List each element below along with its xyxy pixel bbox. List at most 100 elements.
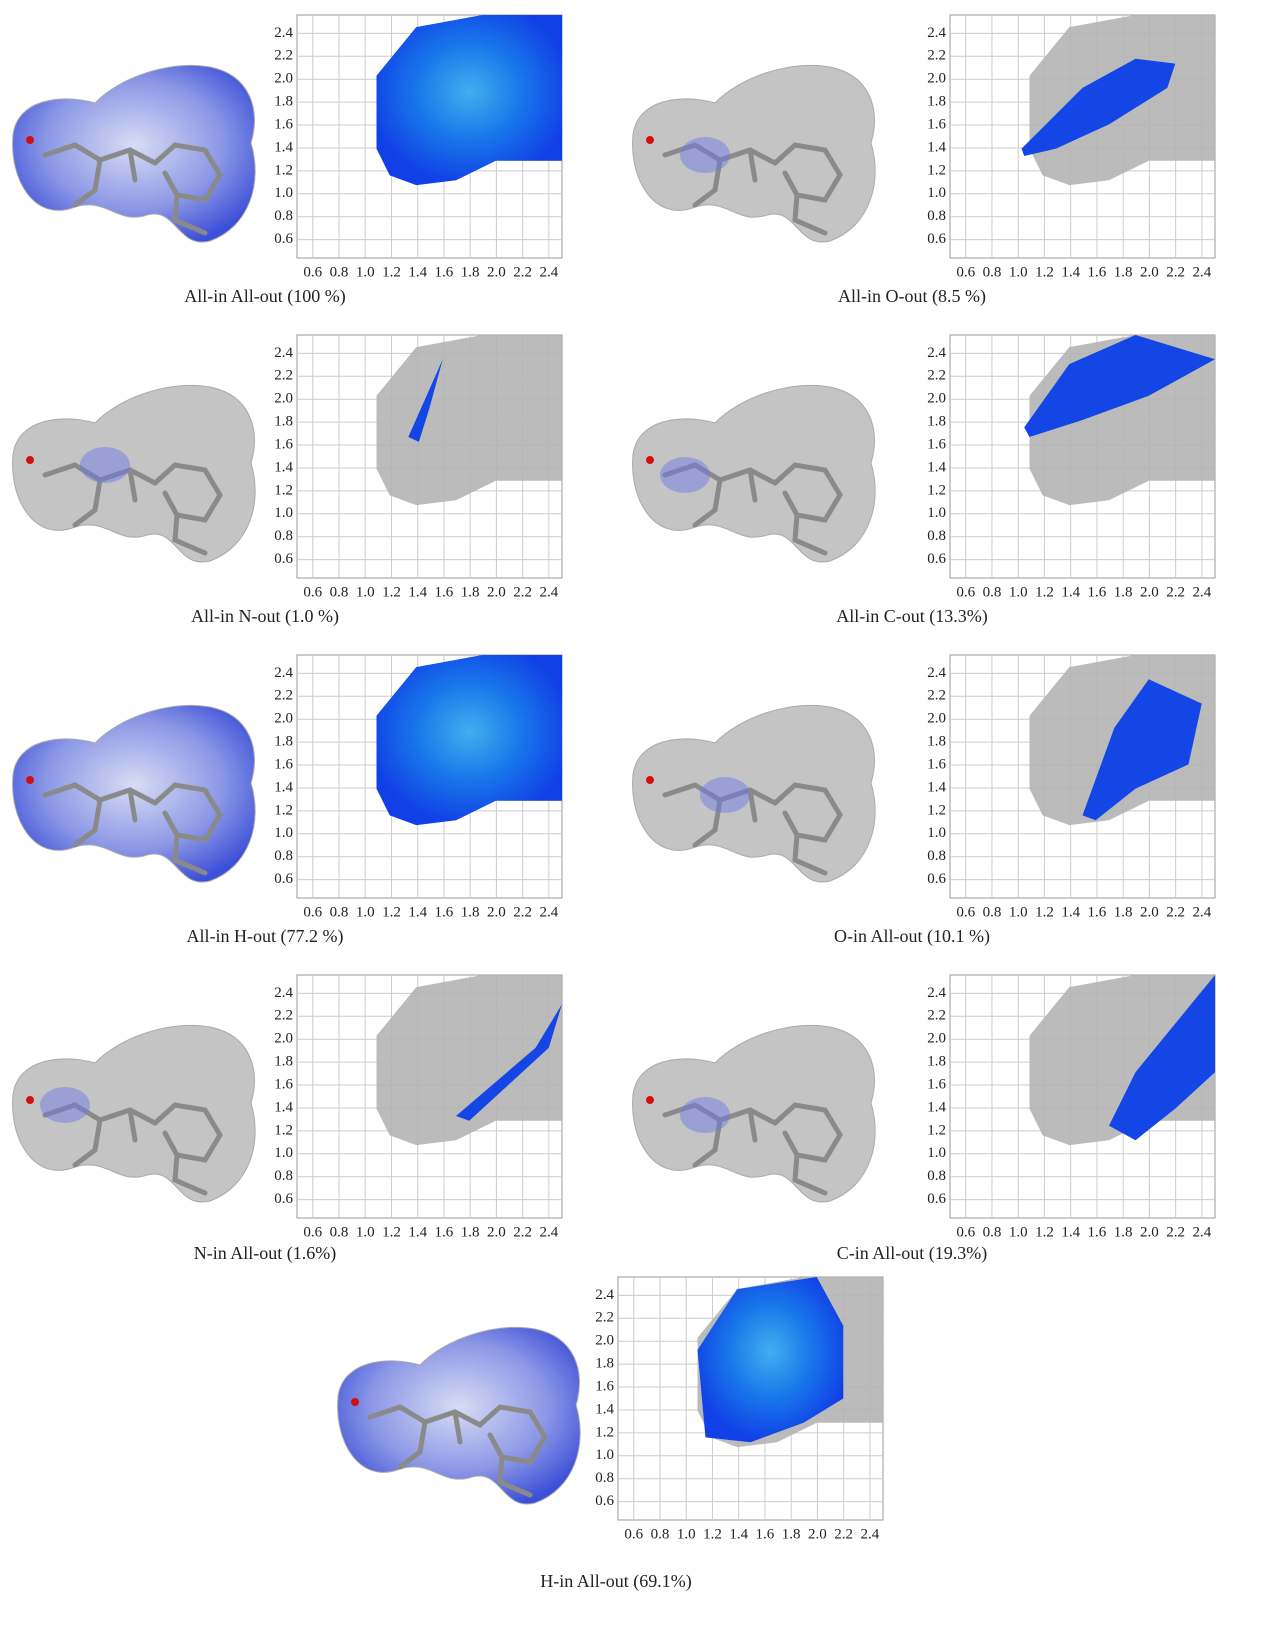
x-tick-label: 0.8 xyxy=(330,904,349,920)
y-tick-label: 1.2 xyxy=(274,162,293,178)
x-tick-label: 1.8 xyxy=(1114,1224,1133,1240)
y-tick-label: 0.6 xyxy=(927,551,946,567)
y-tick-label: 2.0 xyxy=(927,711,946,727)
y-tick-label: 1.0 xyxy=(274,185,293,201)
x-tick-label: 1.2 xyxy=(382,584,401,600)
y-tick-label: 0.6 xyxy=(927,871,946,887)
x-tick-label: 0.8 xyxy=(983,1224,1002,1240)
x-tick-label: 1.8 xyxy=(461,904,480,920)
caption: O-in All-out (10.1 %) xyxy=(834,926,990,947)
caption: C-in All-out (19.3%) xyxy=(837,1243,988,1264)
x-tick-label: 0.6 xyxy=(303,584,322,600)
x-tick-label: 2.0 xyxy=(1140,904,1159,920)
y-tick-label: 2.0 xyxy=(274,71,293,87)
x-tick-label: 2.4 xyxy=(861,1526,880,1542)
x-tick-label: 0.6 xyxy=(956,584,975,600)
x-tick-label: 2.4 xyxy=(540,584,559,600)
x-tick-label: 1.4 xyxy=(408,264,427,280)
y-tick-label: 2.4 xyxy=(274,345,293,361)
x-tick-label: 1.2 xyxy=(382,904,401,920)
y-tick-label: 2.4 xyxy=(927,665,946,681)
x-tick-label: 1.4 xyxy=(1061,904,1080,920)
x-tick-label: 1.6 xyxy=(1088,1224,1107,1240)
y-tick-label: 1.2 xyxy=(927,1122,946,1138)
x-tick-label: 1.8 xyxy=(1114,904,1133,920)
x-tick-label: 0.6 xyxy=(956,904,975,920)
x-tick-label: 2.2 xyxy=(1166,584,1185,600)
y-tick-label: 1.4 xyxy=(274,1099,293,1115)
y-tick-label: 1.4 xyxy=(927,139,946,155)
x-tick-label: 1.6 xyxy=(435,1224,454,1240)
x-tick-label: 1.0 xyxy=(1009,1224,1028,1240)
y-tick-label: 1.2 xyxy=(274,802,293,818)
y-tick-label: 2.2 xyxy=(274,48,293,64)
y-tick-label: 2.4 xyxy=(274,25,293,41)
x-tick-label: 2.0 xyxy=(1140,584,1159,600)
x-tick-label: 1.2 xyxy=(382,1224,401,1240)
y-tick-label: 1.0 xyxy=(927,505,946,521)
x-tick-label: 0.8 xyxy=(330,264,349,280)
x-tick-label: 1.8 xyxy=(461,264,480,280)
x-tick-label: 1.2 xyxy=(382,264,401,280)
y-tick-label: 1.8 xyxy=(927,414,946,430)
x-tick-label: 0.8 xyxy=(330,584,349,600)
panel: 0.60.81.01.21.41.61.82.02.22.40.60.81.01… xyxy=(633,15,1215,307)
x-tick-label: 1.0 xyxy=(356,904,375,920)
x-tick-label: 1.8 xyxy=(461,584,480,600)
x-tick-label: 2.2 xyxy=(1166,1224,1185,1240)
x-tick-label: 1.0 xyxy=(1009,584,1028,600)
x-tick-label: 2.0 xyxy=(487,584,506,600)
caption: All-in All-out (100 %) xyxy=(184,286,345,307)
y-tick-label: 1.4 xyxy=(274,459,293,475)
molecule-surface xyxy=(633,705,876,882)
y-tick-label: 2.0 xyxy=(274,1031,293,1047)
x-tick-label: 1.4 xyxy=(1061,1224,1080,1240)
y-tick-label: 0.8 xyxy=(927,528,946,544)
x-tick-label: 1.6 xyxy=(1088,264,1107,280)
x-tick-label: 0.6 xyxy=(624,1526,643,1542)
y-tick-label: 1.0 xyxy=(274,1145,293,1161)
x-tick-label: 1.8 xyxy=(782,1526,801,1542)
y-tick-label: 2.2 xyxy=(927,48,946,64)
y-tick-label: 1.4 xyxy=(927,1099,946,1115)
x-tick-label: 1.0 xyxy=(1009,904,1028,920)
x-tick-label: 2.0 xyxy=(808,1526,827,1542)
y-tick-label: 1.6 xyxy=(927,1076,946,1092)
y-tick-label: 1.8 xyxy=(274,734,293,750)
y-tick-label: 2.2 xyxy=(274,688,293,704)
x-tick-label: 2.0 xyxy=(487,1224,506,1240)
x-tick-label: 1.0 xyxy=(1009,264,1028,280)
x-tick-label: 1.0 xyxy=(356,264,375,280)
x-tick-label: 0.8 xyxy=(330,1224,349,1240)
y-tick-label: 2.4 xyxy=(927,25,946,41)
x-tick-label: 0.6 xyxy=(956,1224,975,1240)
x-tick-label: 2.0 xyxy=(487,264,506,280)
x-tick-label: 1.0 xyxy=(356,1224,375,1240)
y-tick-label: 0.8 xyxy=(927,1168,946,1184)
y-tick-label: 1.2 xyxy=(274,482,293,498)
y-tick-label: 2.4 xyxy=(927,985,946,1001)
x-tick-label: 1.8 xyxy=(1114,584,1133,600)
y-tick-label: 0.6 xyxy=(274,551,293,567)
x-tick-label: 0.6 xyxy=(303,904,322,920)
caption: All-in O-out (8.5 %) xyxy=(838,286,986,307)
caption: All-in H-out (77.2 %) xyxy=(187,926,344,947)
y-tick-label: 2.2 xyxy=(927,368,946,384)
y-tick-label: 1.8 xyxy=(274,94,293,110)
y-tick-label: 0.8 xyxy=(595,1470,614,1486)
x-tick-label: 1.2 xyxy=(1035,264,1054,280)
y-tick-label: 0.6 xyxy=(274,1191,293,1207)
y-tick-label: 1.8 xyxy=(927,94,946,110)
y-tick-label: 2.0 xyxy=(927,1031,946,1047)
y-tick-label: 2.0 xyxy=(595,1333,614,1349)
x-tick-label: 0.6 xyxy=(956,264,975,280)
x-tick-label: 1.6 xyxy=(435,264,454,280)
y-tick-label: 1.0 xyxy=(274,825,293,841)
y-tick-label: 1.4 xyxy=(927,779,946,795)
y-tick-label: 1.4 xyxy=(595,1401,614,1417)
x-tick-label: 2.0 xyxy=(1140,1224,1159,1240)
y-tick-label: 0.6 xyxy=(274,231,293,247)
